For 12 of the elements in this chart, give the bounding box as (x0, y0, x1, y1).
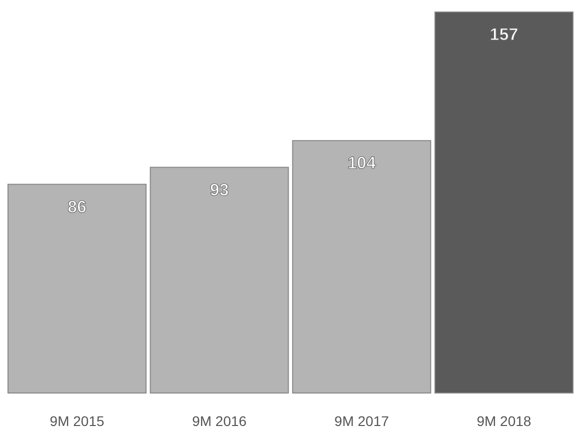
data-label: 86 (68, 197, 86, 216)
bar (8, 184, 147, 394)
x-tick-label: 9M 2017 (334, 413, 390, 429)
x-tick-label: 9M 2015 (50, 413, 104, 429)
data-label: 93 (210, 180, 229, 200)
bar (150, 166, 289, 394)
bar (292, 140, 432, 394)
bar (434, 12, 574, 394)
data-label: 104 (347, 154, 376, 173)
data-label: 157 (490, 25, 518, 44)
x-tick-label: 9M 2016 (192, 413, 247, 429)
x-tick-label: 9M 2018 (476, 413, 532, 429)
